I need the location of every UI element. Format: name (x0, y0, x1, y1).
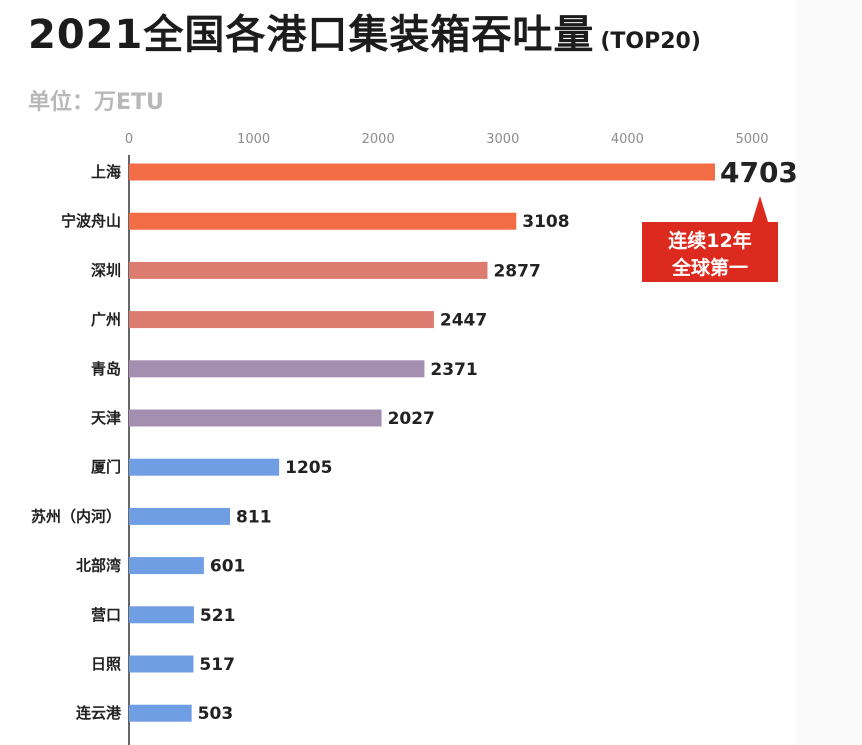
chart-title-suffix: (TOP20) (600, 29, 701, 54)
callout-badge: 连续12年 全球第一 (642, 196, 778, 282)
bar (129, 360, 425, 378)
category-label: 苏州（内河） (31, 507, 121, 525)
bar (129, 212, 517, 230)
x-tick-label: 3000 (486, 132, 519, 147)
category-label: 宁波舟山 (61, 212, 121, 230)
category-label: 厦门 (91, 458, 121, 476)
value-label: 2027 (388, 409, 435, 429)
x-tick-label: 4000 (611, 132, 644, 147)
value-label: 3108 (522, 212, 569, 232)
x-tick-label: 5000 (735, 132, 768, 147)
category-label: 广州 (91, 311, 121, 329)
bar (129, 163, 715, 181)
bar (129, 311, 434, 329)
bar (129, 458, 280, 476)
value-label: 517 (199, 655, 235, 675)
value-label: 601 (210, 557, 246, 577)
bar (129, 261, 488, 279)
unit-label: 单位：万ETU (28, 90, 164, 115)
bar (129, 606, 194, 624)
value-label: 503 (198, 704, 234, 724)
bar (129, 557, 204, 575)
bars: 上海 4703 宁波舟山 3108 深圳 2877 广州 2447 青岛 2371 天津 2027 厦门… (31, 156, 798, 724)
category-label: 营口 (91, 606, 121, 624)
bar (129, 655, 194, 673)
right-margin-shade (795, 0, 862, 745)
x-tick-label: 1000 (237, 132, 270, 147)
value-label: 2447 (440, 311, 487, 331)
bar (129, 704, 192, 722)
value-label: 811 (236, 507, 272, 527)
chart-title: 2021全国各港口集装箱吞吐量 (28, 12, 595, 58)
value-label: 1205 (285, 458, 332, 478)
bar (129, 507, 231, 525)
value-label: 2371 (430, 360, 477, 380)
callout-line2: 全球第一 (671, 256, 748, 279)
category-label: 北部湾 (76, 557, 121, 575)
category-label: 上海 (91, 163, 121, 181)
x-axis-ticks: 0 1000 2000 3000 4000 5000 (125, 132, 769, 147)
bar (129, 409, 382, 427)
value-label: 521 (200, 606, 236, 626)
category-label: 深圳 (91, 261, 121, 279)
x-tick-label: 2000 (362, 132, 395, 147)
title-block: 2021全国各港口集装箱吞吐量 (TOP20) (28, 2, 701, 60)
x-tick-label: 0 (125, 132, 133, 147)
category-label: 青岛 (91, 360, 121, 378)
category-label: 日照 (91, 655, 121, 673)
value-label: 4703 (720, 156, 798, 189)
category-label: 天津 (91, 409, 121, 427)
callout-line1: 连续12年 (668, 229, 751, 252)
value-label: 2877 (493, 261, 540, 281)
category-label: 连云港 (76, 704, 122, 722)
callout-shape (642, 196, 778, 282)
